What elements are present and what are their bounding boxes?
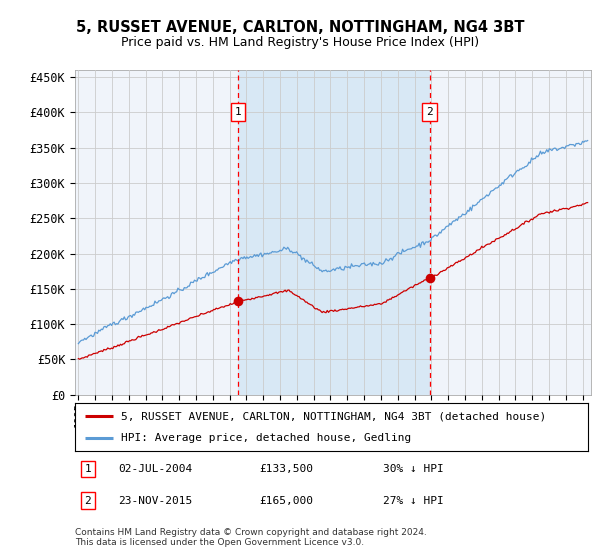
Text: 27% ↓ HPI: 27% ↓ HPI [383, 496, 443, 506]
Text: 5, RUSSET AVENUE, CARLTON, NOTTINGHAM, NG4 3BT: 5, RUSSET AVENUE, CARLTON, NOTTINGHAM, N… [76, 20, 524, 35]
Text: 2: 2 [426, 108, 433, 118]
Text: £165,000: £165,000 [260, 496, 314, 506]
Text: HPI: Average price, detached house, Gedling: HPI: Average price, detached house, Gedl… [121, 433, 412, 443]
Text: Contains HM Land Registry data © Crown copyright and database right 2024.
This d: Contains HM Land Registry data © Crown c… [75, 528, 427, 547]
Text: Price paid vs. HM Land Registry's House Price Index (HPI): Price paid vs. HM Land Registry's House … [121, 36, 479, 49]
Text: £133,500: £133,500 [260, 464, 314, 474]
Text: 1: 1 [235, 108, 241, 118]
Text: 2: 2 [85, 496, 91, 506]
Text: 5, RUSSET AVENUE, CARLTON, NOTTINGHAM, NG4 3BT (detached house): 5, RUSSET AVENUE, CARLTON, NOTTINGHAM, N… [121, 411, 547, 421]
Text: 02-JUL-2004: 02-JUL-2004 [119, 464, 193, 474]
Text: 1: 1 [85, 464, 91, 474]
Bar [238, 70, 430, 395]
Text: 23-NOV-2015: 23-NOV-2015 [119, 496, 193, 506]
Text: 30% ↓ HPI: 30% ↓ HPI [383, 464, 443, 474]
